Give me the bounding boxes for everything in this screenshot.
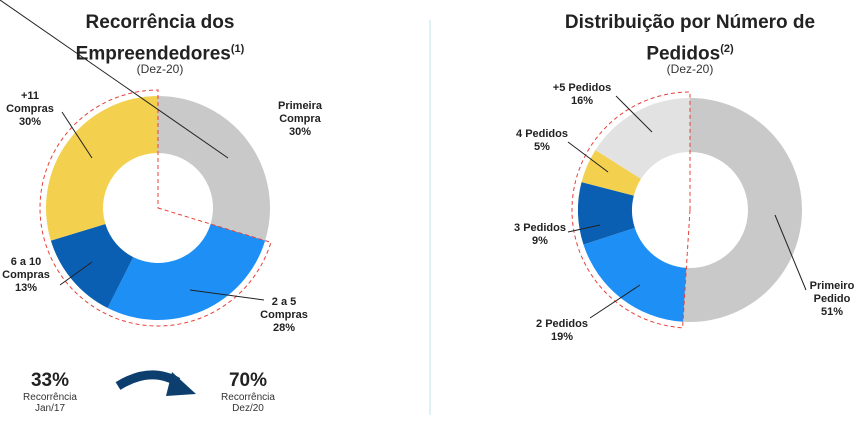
value-label: 28% (272, 322, 296, 334)
leader-line (0, 0, 229, 159)
pie-slice (595, 98, 690, 179)
value-label: 9% (532, 235, 548, 247)
value-label: 19% (550, 331, 574, 343)
value-label: 16% (570, 95, 594, 107)
pie-slice (581, 149, 642, 196)
category-label: +5 Pedidos (552, 82, 612, 94)
arrow-head (166, 372, 196, 396)
title-note: (2) (720, 43, 734, 55)
title-note: (1) (230, 43, 245, 55)
category-label: 2 a 5 Compras (260, 296, 308, 321)
category-label: 2 Pedidos (536, 318, 588, 330)
category-label: 3 Pedidos (514, 222, 566, 234)
annotation-value: 70% (228, 370, 268, 391)
leader-line (567, 141, 609, 173)
pie-slice (158, 96, 270, 241)
leader-line (61, 111, 93, 159)
value-label: 30% (18, 116, 42, 128)
chart-subtitle: (Dez-20) (136, 62, 184, 76)
category-label: +11 Compras (6, 90, 54, 115)
annotation-label: Recorrência Dez/20 (221, 392, 275, 414)
pie-slice (682, 98, 802, 322)
leader-line (774, 214, 807, 291)
slice-label: +5 Pedidos 16% (552, 82, 612, 108)
leader-line (59, 261, 93, 286)
value-label: 5% (534, 141, 550, 153)
pie-slice (45, 96, 158, 241)
slice-label: Primeira Compra 30% (265, 100, 335, 139)
value-label: 30% (288, 126, 312, 138)
slice-label: 2 Pedidos 19% (532, 318, 592, 344)
category-label: Primeira Compra (277, 100, 323, 125)
annotation: 33% Recorrência Jan/17 (18, 370, 82, 414)
pie-slice (107, 224, 266, 320)
leader-line (589, 284, 641, 319)
value-label: 13% (14, 282, 38, 294)
title-text: Distribuição por Número de Pedidos (564, 12, 816, 65)
pie-slice (50, 224, 134, 309)
pie-slice (577, 182, 635, 245)
leader-line (189, 289, 265, 301)
slice-label: 2 a 5 Compras 28% (254, 296, 314, 335)
category-label: 6 a 10 Compras (2, 256, 50, 281)
category-label: 4 Pedidos (516, 128, 568, 140)
slice-label: 3 Pedidos 9% (510, 222, 570, 248)
chart-title: Distribuição por Número de Pedidos(2) (550, 10, 830, 67)
annotation-value: 33% (30, 370, 70, 391)
chart-title: Recorrência dos Empreendedores(1) (30, 10, 290, 67)
category-label: Primeiro Pedido (809, 280, 855, 305)
slice-label: 6 a 10 Compras 13% (0, 256, 56, 295)
slice-label: 4 Pedidos 5% (512, 128, 572, 154)
highlight-outline (39, 89, 272, 327)
slice-label: Primeiro Pedido 51% (797, 280, 860, 319)
annotation-label: Recorrência Jan/17 (23, 392, 77, 414)
title-text: Recorrência dos Empreendedores (75, 12, 235, 65)
leader-line (615, 95, 653, 133)
slice-label: +11 Compras 30% (0, 90, 60, 129)
value-label: 51% (820, 306, 844, 318)
leader-line (567, 224, 601, 233)
annotation: 70% Recorrência Dez/20 (216, 370, 280, 414)
pie-slice (583, 227, 687, 322)
chart-subtitle: (Dez-20) (666, 62, 714, 76)
